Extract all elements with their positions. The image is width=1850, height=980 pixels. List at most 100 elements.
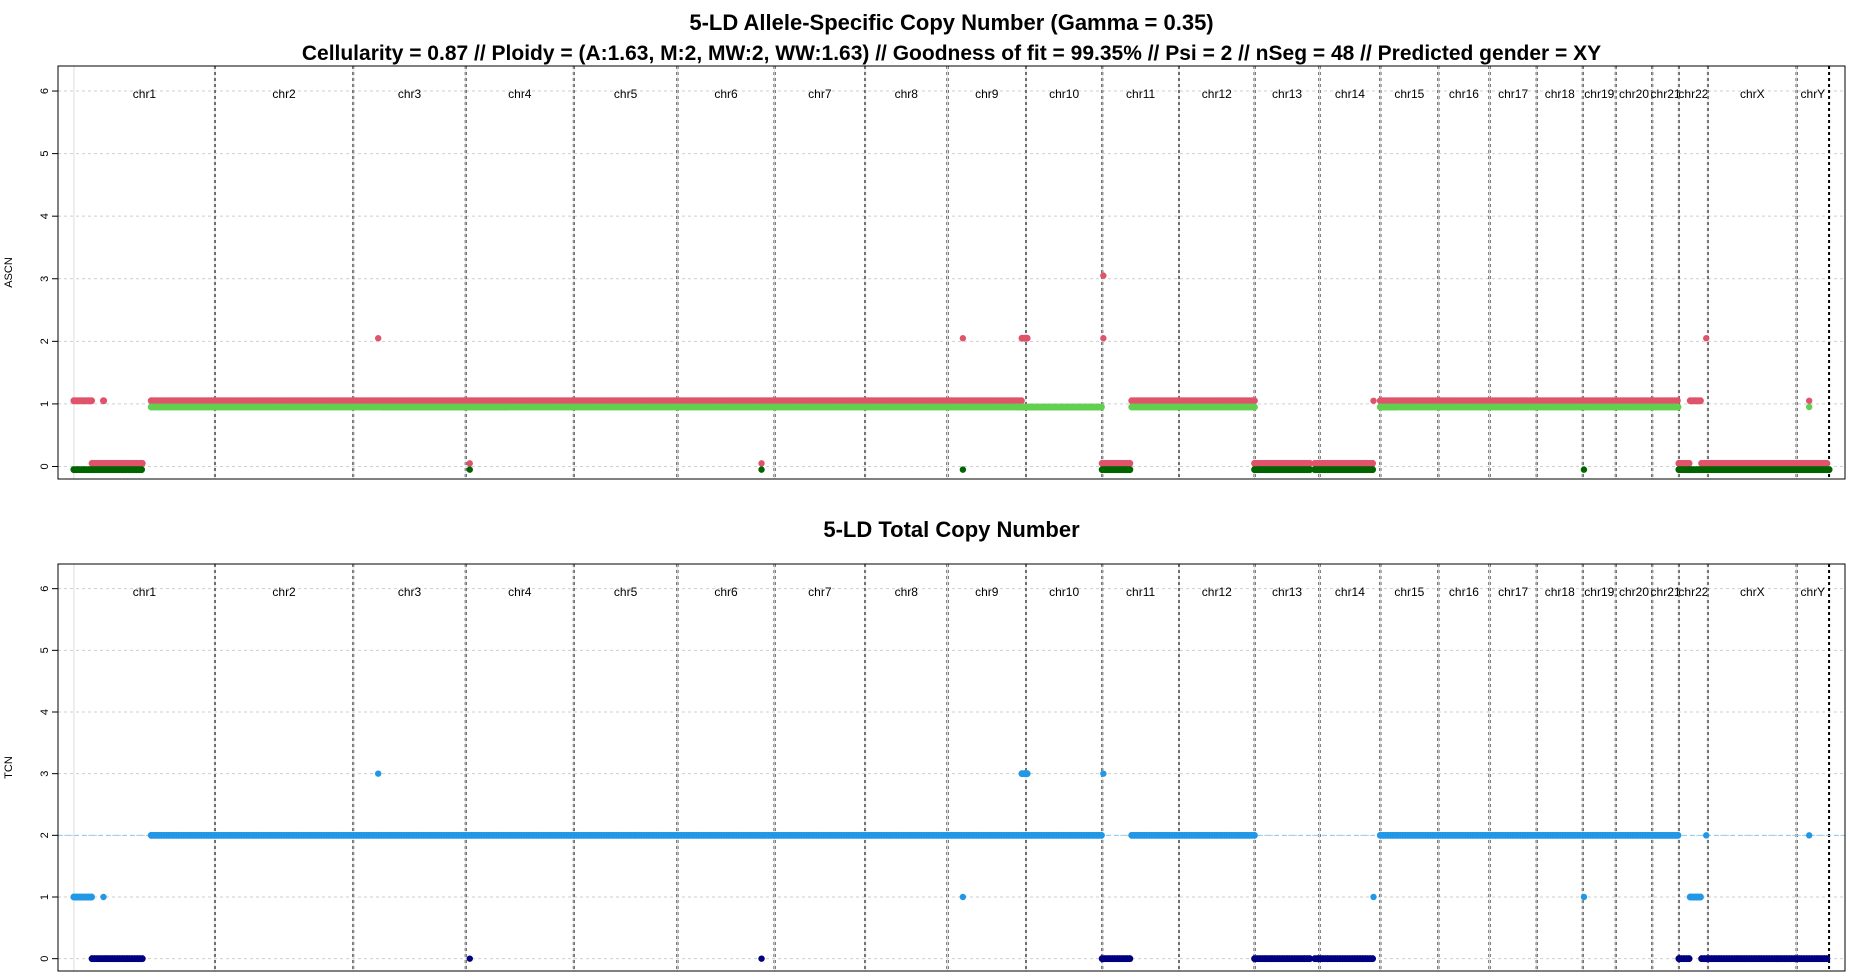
- tcn-plot-frame: [57, 563, 1846, 972]
- ascn-plot-frame: [57, 65, 1846, 480]
- chromosome-label: chr3: [398, 87, 422, 101]
- chromosome-label: chr16: [1449, 585, 1479, 599]
- chromosome-label: chr6: [714, 585, 738, 599]
- tcn-panel: 5-LD Total Copy Number chr1 chr2 chr3 chr4 ch…: [3, 517, 1846, 972]
- data-point: [959, 466, 967, 473]
- chromosome-label: chr14: [1335, 585, 1365, 599]
- ascn-series: [70, 272, 1833, 467]
- data-point: [1580, 893, 1588, 901]
- chromosome-label: chr22: [1678, 87, 1708, 101]
- chromosome-label: chr13: [1272, 585, 1302, 599]
- ascn-series: [147, 403, 1813, 411]
- data-point: [758, 466, 765, 473]
- data-point: [959, 335, 967, 342]
- data-point: [1703, 832, 1710, 839]
- chromosome-label: chr13: [1272, 87, 1302, 101]
- data-point: [1805, 397, 1813, 404]
- chromosome-label: chr7: [808, 585, 832, 599]
- y-tick-label: 6: [39, 88, 51, 94]
- y-tick-label: 0: [39, 463, 51, 469]
- data-point: [1100, 335, 1107, 342]
- data-point: [466, 955, 473, 962]
- data-point: [466, 460, 473, 467]
- chromosome-label: chrY: [1801, 585, 1826, 599]
- data-point: [466, 466, 473, 473]
- data-point: [1100, 272, 1107, 279]
- chromosome-label: chr14: [1335, 87, 1365, 101]
- ascn-panel: 5-LD Allele-Specific Copy Number (Gamma …: [3, 10, 1846, 480]
- tcn-title: 5-LD Total Copy Number: [823, 517, 1080, 542]
- y-tick-label: 3: [39, 276, 51, 282]
- chromosome-label: chrX: [1740, 87, 1765, 101]
- chromosome-label: chr1: [133, 87, 157, 101]
- chromosome-label: chr17: [1498, 87, 1528, 101]
- chromosome-label: chr20: [1619, 585, 1649, 599]
- y-tick-label: 6: [39, 586, 51, 592]
- y-tick-label: 2: [39, 338, 51, 344]
- chromosome-label: chr7: [808, 87, 832, 101]
- data-point: [1580, 466, 1588, 473]
- y-tick-label: 3: [39, 771, 51, 777]
- y-tick-label: 0: [39, 956, 51, 962]
- y-tick-label: 4: [39, 213, 51, 219]
- chromosome-label: chr8: [895, 585, 919, 599]
- data-point: [758, 955, 765, 962]
- y-tick-label: 5: [39, 647, 51, 653]
- chromosome-label: chr9: [975, 87, 999, 101]
- data-point: [1370, 397, 1377, 404]
- data-point: [959, 893, 967, 901]
- chromosome-label: chr10: [1049, 585, 1079, 599]
- data-point: [1805, 832, 1813, 839]
- data-point: [100, 893, 107, 901]
- chromosome-label: chrY: [1801, 87, 1826, 101]
- chromosome-label: chr17: [1498, 585, 1528, 599]
- chromosome-label: chr12: [1202, 585, 1232, 599]
- y-tick-label: 2: [39, 832, 51, 838]
- data-point: [375, 335, 382, 342]
- chromosome-label: chr11: [1126, 87, 1155, 101]
- y-tick-label: 4: [39, 709, 51, 715]
- y-tick-label: 1: [39, 894, 51, 900]
- chromosome-label: chr5: [614, 585, 638, 599]
- chromosome-label: chr19: [1584, 585, 1614, 599]
- y-tick-label: 5: [39, 151, 51, 157]
- chromosome-label: chr8: [895, 87, 919, 101]
- tcn-series: [70, 770, 1813, 901]
- chromosome-label: chr22: [1678, 585, 1708, 599]
- chromosome-label: chr21: [1651, 585, 1681, 599]
- chromosome-label: chr18: [1545, 585, 1575, 599]
- chromosome-label: chr4: [508, 87, 532, 101]
- chromosome-label: chr5: [614, 87, 638, 101]
- ascn-title: 5-LD Allele-Specific Copy Number (Gamma …: [689, 10, 1213, 35]
- chromosome-label: chr4: [508, 585, 532, 599]
- chromosome-label: chr15: [1394, 585, 1424, 599]
- chromosome-label: chr2: [272, 87, 296, 101]
- chromosome-label: chr3: [398, 585, 422, 599]
- chromosome-label: chr21: [1651, 87, 1681, 101]
- chromosome-label: chr2: [272, 585, 296, 599]
- data-point: [1370, 893, 1377, 901]
- y-tick-label: 1: [39, 401, 51, 407]
- chromosome-label: chrX: [1740, 585, 1765, 599]
- tcn-ylabel: TCN: [3, 756, 15, 779]
- data-point: [1805, 403, 1813, 411]
- chromosome-label: chr6: [714, 87, 738, 101]
- chromosome-label: chr16: [1449, 87, 1479, 101]
- chromosome-label: chr10: [1049, 87, 1079, 101]
- data-point: [1703, 335, 1710, 342]
- ascn-subtitle: Cellularity = 0.87 // Ploidy = (A:1.63, …: [302, 42, 1601, 65]
- chromosome-label: chr1: [133, 585, 157, 599]
- chromosome-label: chr15: [1394, 87, 1424, 101]
- ascn-series: [70, 466, 1833, 474]
- chromosome-label: chr20: [1619, 87, 1649, 101]
- tcn-series: [88, 955, 1833, 963]
- chromosome-label: chr19: [1584, 87, 1614, 101]
- chromosome-label: chr11: [1126, 585, 1155, 599]
- chromosome-label: chr12: [1202, 87, 1232, 101]
- chromosome-label: chr18: [1545, 87, 1575, 101]
- data-point: [375, 770, 382, 777]
- ascn-ylabel: ASCN: [3, 257, 15, 288]
- data-point: [758, 460, 765, 467]
- chromosome-label: chr9: [975, 585, 999, 599]
